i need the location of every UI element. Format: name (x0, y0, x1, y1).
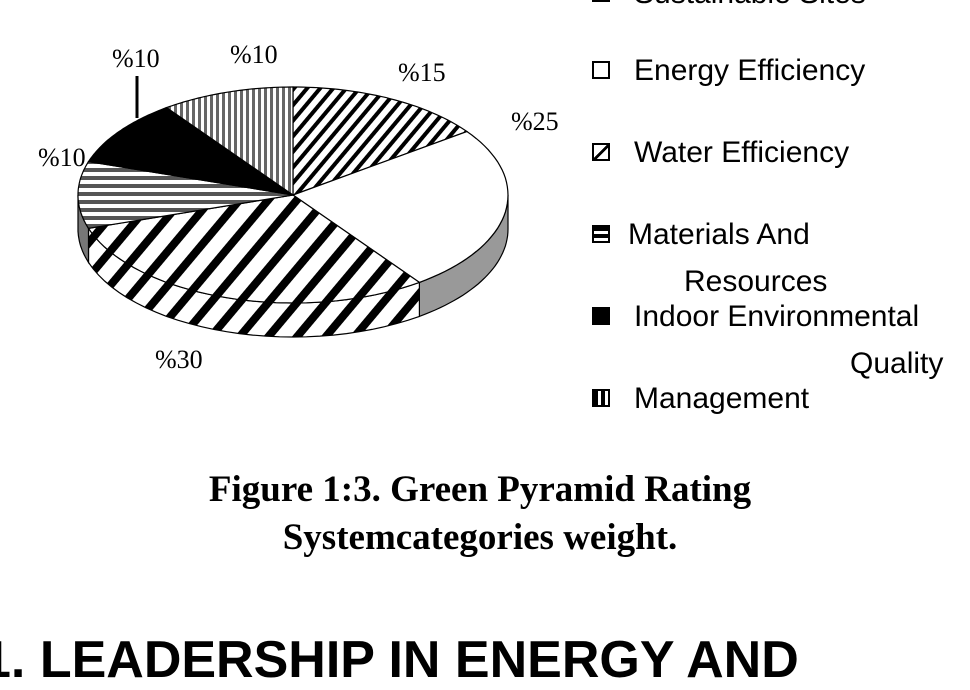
pie-slice-indoor-environmental-quality (87, 106, 294, 196)
legend-label: Quality (850, 347, 944, 380)
pie-slice-management (165, 86, 294, 197)
label-management: %10 (112, 44, 160, 73)
legend-swatch-icon (592, 143, 610, 161)
label-water: %30 (155, 345, 203, 374)
pie-slice-materials-and-resources (77, 160, 294, 230)
section-heading: 1. LEADERSHIP IN ENERGY AND (0, 631, 799, 689)
legend-label: Indoor Environmental (634, 300, 920, 333)
legend-swatch-icon (592, 61, 610, 79)
legend-label: Water Efficiency (634, 136, 850, 169)
legend-swatch-icon (592, 307, 610, 325)
caption-line: Systemcategories weight. (282, 517, 678, 558)
legend-label: Materials And (628, 218, 810, 251)
label-sites: %15 (398, 58, 446, 87)
figure-caption: Figure 1:3. Green Pyramid Rating Systemc… (0, 466, 960, 562)
label-indoor: %10 (230, 40, 278, 69)
legend-swatch-icon (592, 225, 610, 243)
caption-line: Figure 1:3. Green Pyramid Rating (208, 469, 752, 510)
legend-label: Sustainable Sites (634, 0, 866, 17)
legend-swatch-icon (592, 389, 610, 407)
pie-slice-water-efficiency (87, 194, 421, 304)
pie-slice-sustainable-sites (292, 86, 469, 196)
pie-chart (77, 76, 509, 338)
legend-label: Resources (684, 265, 828, 298)
legend-swatch-icon (592, 0, 610, 2)
pie-slice-energy-efficiency (291, 130, 509, 284)
label-energy: %25 (511, 107, 559, 136)
label-materials: %10 (38, 143, 86, 172)
legend-label: Energy Efficiency (634, 54, 866, 87)
legend-label: Management (634, 382, 810, 415)
